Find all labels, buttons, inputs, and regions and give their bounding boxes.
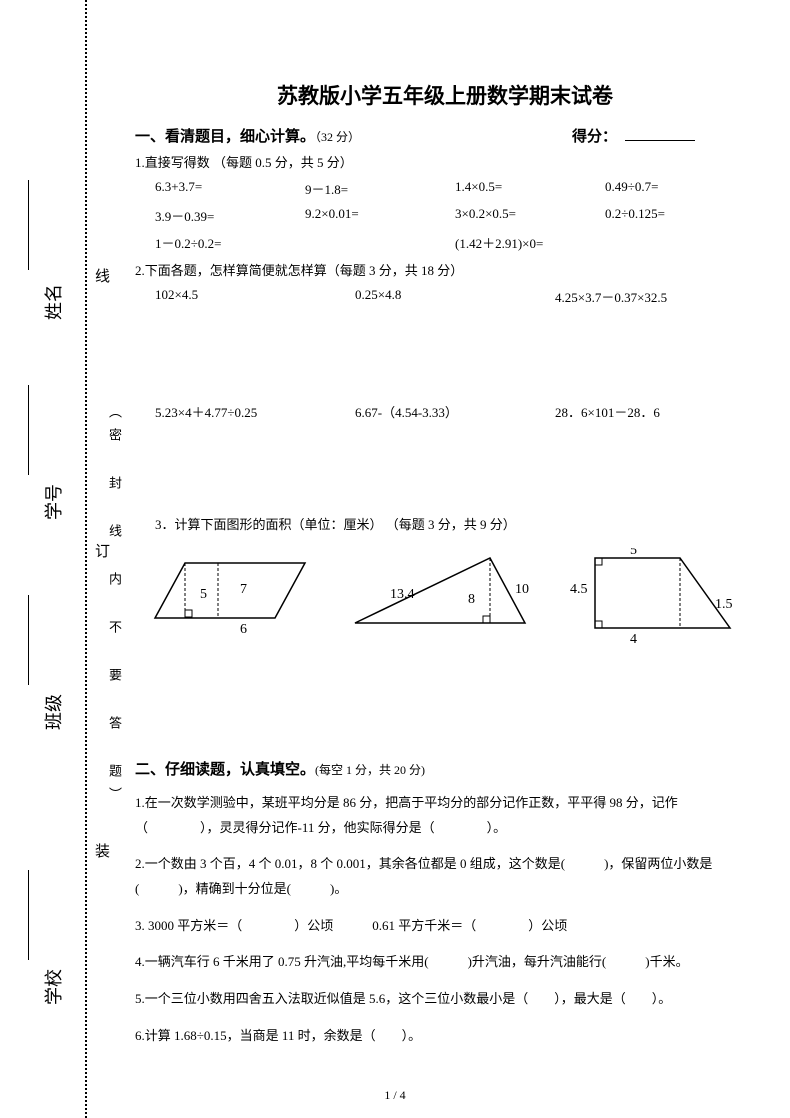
sub1-row2: 3.9－0.39= 9.2×0.01= 3×0.2×0.5= 0.2÷0.125…: [155, 206, 755, 225]
q5: 5.一个三位小数用四舍五入法取近似值是 5.6，这个三位小数最小是（ ），最大是…: [135, 987, 755, 1012]
name-blank: [28, 180, 29, 270]
svg-text:5: 5: [200, 587, 207, 602]
svg-text:8: 8: [468, 592, 475, 607]
label-name: 姓名: [40, 284, 66, 320]
section2-header: 二、仔细读题，认真填空。(每空 1 分，共 20 分): [135, 758, 755, 779]
score-blank: [625, 140, 695, 141]
page-number: 1 / 4: [384, 1088, 405, 1103]
q1: 1.在一次数学测验中，某班平均分是 86 分，把高于平均分的部分记作正数，平平得…: [135, 791, 755, 840]
figures-row: 5 7 6 13.4 8 10 5 4.5 1.5 4: [135, 548, 755, 648]
sub1-row3: 1－0.2÷0.2= (1.42＋2.91)×0=: [155, 233, 755, 252]
svg-text:7: 7: [240, 582, 247, 597]
perforation-line: [85, 0, 88, 1118]
q3: 3. 3000 平方米＝（ ）公顷 0.61 平方千米＝（ ）公顷: [135, 914, 755, 939]
svg-text:1.5: 1.5: [715, 597, 733, 612]
label-class: 班级: [40, 694, 66, 730]
score-label: 得分：: [572, 125, 695, 146]
svg-text:4.5: 4.5: [570, 582, 588, 597]
figure-parallelogram: 5 7 6: [150, 548, 320, 643]
sub2-row2: 5.23×4＋4.77÷0.25 6.67-（4.54-3.33） 28．6×1…: [155, 402, 755, 421]
number-blank: [28, 385, 29, 475]
class-blank: [28, 595, 29, 685]
figure-trapezoid: 5 4.5 1.5 4: [570, 548, 740, 648]
q2: 2.一个数由 3 个百，4 个 0.01，8 个 0.001，其余各位都是 0 …: [135, 852, 755, 901]
q4: 4.一辆汽车行 6 千米用了 0.75 升汽油,平均每千米用( )升汽油，每升汽…: [135, 950, 755, 975]
exam-title: 苏教版小学五年级上册数学期末试卷: [135, 80, 755, 110]
main-content: 苏教版小学五年级上册数学期末试卷 一、看清题目，细心计算。（32 分） 得分： …: [135, 80, 755, 1061]
svg-text:6: 6: [240, 622, 247, 637]
sub1-row1: 6.3+3.7= 9－1.8= 1.4×0.5= 0.49÷0.7=: [155, 179, 755, 198]
label-school: 学校: [40, 969, 66, 1005]
svg-text:13.4: 13.4: [390, 587, 415, 602]
marker-xian: 线: [95, 265, 110, 286]
svg-text:10: 10: [515, 582, 529, 597]
q6: 6.计算 1.68÷0.15，当商是 11 时，余数是（ ）。: [135, 1024, 755, 1049]
binding-margin: 学校 班级 学号 姓名: [0, 0, 88, 1118]
label-number: 学号: [40, 484, 66, 520]
sub3-header: 3．计算下面图形的面积（单位：厘米） （每题 3 分，共 9 分）: [155, 514, 755, 533]
sub1-header: 1.直接写得数 （每题 0.5 分，共 5 分）: [135, 152, 755, 171]
school-blank: [28, 870, 29, 960]
marker-zhuang: 装: [95, 840, 110, 861]
sub2-header: 2.下面各题，怎样算简便就怎样算（每题 3 分，共 18 分）: [135, 260, 755, 279]
figure-triangle: 13.4 8 10: [350, 548, 540, 643]
seal-warning: （密 封 线 内 不 要 答 题）: [105, 405, 124, 810]
svg-text:4: 4: [630, 632, 637, 647]
svg-text:5: 5: [630, 548, 637, 558]
sub2-row1: 102×4.5 0.25×4.8 4.25×3.7－0.37×32.5: [155, 287, 755, 306]
